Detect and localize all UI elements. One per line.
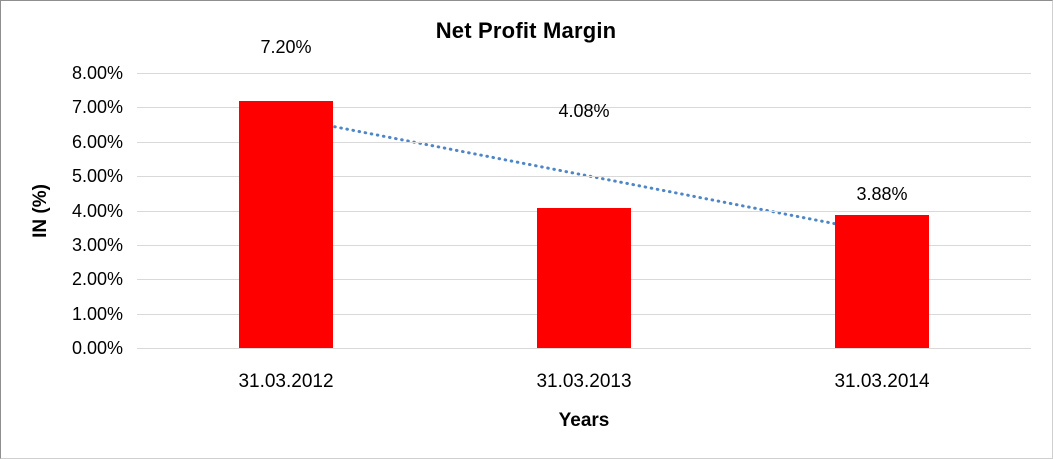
- gridline: [137, 176, 1031, 178]
- x-category-label: 31.03.2012: [238, 371, 334, 392]
- gridline: [137, 73, 1031, 74]
- bar: [835, 214, 929, 348]
- y-tick-label: 4.00%: [71, 200, 123, 221]
- bar: [537, 207, 631, 348]
- plot-area: [137, 73, 1031, 349]
- data-label: 3.88%: [856, 184, 908, 204]
- y-tick-label: 6.00%: [71, 131, 123, 152]
- y-tick-label: 8.00%: [71, 63, 123, 83]
- x-axis-title: Years: [558, 410, 610, 431]
- data-label: 4.08%: [558, 101, 610, 121]
- y-tick-label: 1.00%: [71, 303, 123, 324]
- trendline: [284, 115, 884, 235]
- x-category-label: 31.03.2013: [536, 371, 632, 392]
- y-tick-label: 2.00%: [71, 269, 123, 290]
- gridline: [137, 348, 1031, 349]
- y-tick-label: 7.00%: [71, 97, 123, 118]
- y-tick-label: 5.00%: [71, 166, 123, 187]
- y-tick-label: 3.00%: [71, 234, 123, 255]
- x-category-label: 31.03.2014: [834, 371, 930, 392]
- bar: [239, 100, 333, 348]
- data-label: 7.20%: [260, 37, 312, 57]
- y-tick-label: 0.00%: [71, 338, 123, 358]
- gridline: [137, 107, 1031, 109]
- chart-title: Net Profit Margin: [435, 18, 617, 43]
- gridline: [137, 141, 1031, 143]
